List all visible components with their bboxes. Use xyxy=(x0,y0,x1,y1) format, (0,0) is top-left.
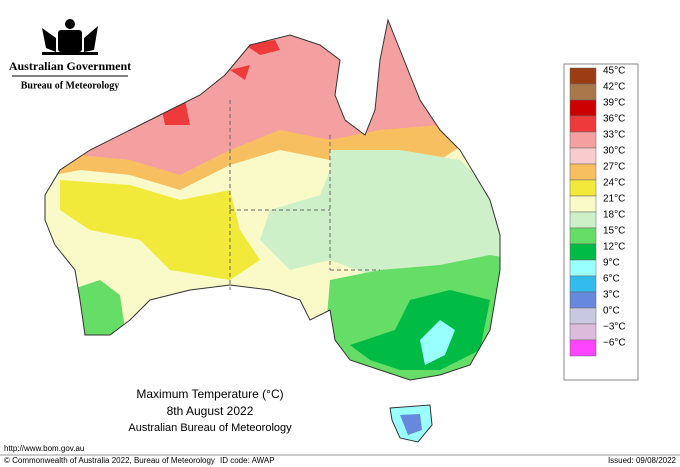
legend-swatch xyxy=(569,195,597,213)
footer-copyright: © Commonwealth of Australia 2022, Bureau… xyxy=(4,456,215,465)
legend-swatch xyxy=(569,275,597,293)
legend-label: 33°C xyxy=(603,130,625,141)
footer-id: ID code: AWAP xyxy=(220,456,275,465)
legend-swatch xyxy=(569,339,597,357)
legend-swatch xyxy=(569,179,597,197)
legend-label: −3°C xyxy=(603,322,626,333)
legend-swatch xyxy=(569,131,597,149)
legend-swatch xyxy=(569,211,597,229)
government-name: Australian Government xyxy=(9,59,131,73)
state-borders xyxy=(229,100,380,290)
legend-label: 3°C xyxy=(603,290,620,301)
legend-label: 30°C xyxy=(603,146,625,157)
legend-label: 39°C xyxy=(603,98,625,109)
legend-swatch xyxy=(569,115,597,133)
legend-label: 9°C xyxy=(603,258,620,269)
legend-swatch xyxy=(569,323,597,341)
coastline xyxy=(44,18,501,381)
legend-swatch xyxy=(569,227,597,245)
legend-label: 36°C xyxy=(603,114,625,125)
legend-swatch xyxy=(569,99,597,117)
legend-label: 24°C xyxy=(603,178,625,189)
footer-url: http://www.bom.gov.au xyxy=(4,444,84,453)
legend-swatch xyxy=(569,243,597,261)
legend-label: −6°C xyxy=(603,338,626,349)
legend-swatch xyxy=(569,307,597,325)
map-source: Australian Bureau of Meteorology xyxy=(128,422,292,434)
legend-label: 18°C xyxy=(603,210,625,221)
footer-issued: Issued: 09/08/2022 xyxy=(608,456,677,465)
map-title: Maximum Temperature (°C) xyxy=(136,387,283,401)
tasmania-cold xyxy=(400,414,422,435)
agency-name: Bureau of Meteorology xyxy=(21,80,120,91)
legend-swatch xyxy=(569,259,597,277)
legend-swatch xyxy=(569,67,597,85)
legend-swatch xyxy=(569,163,597,181)
legend-label: 15°C xyxy=(603,226,625,237)
legend-label: 27°C xyxy=(603,162,625,173)
legend-label: 12°C xyxy=(603,242,625,253)
legend-label: 42°C xyxy=(603,82,625,93)
legend-swatch xyxy=(569,291,597,309)
emblem xyxy=(42,19,98,55)
legend: 45°C 42°C 39°C 36°C 33°C 30°C 27°C 24°C 21°C 18°C… xyxy=(569,66,626,357)
legend-label: 21°C xyxy=(603,194,625,205)
legend-label: 45°C xyxy=(603,66,625,77)
legend-label: 0°C xyxy=(603,306,620,317)
map-date: 8th August 2022 xyxy=(167,404,254,418)
legend-swatch xyxy=(569,83,597,101)
legend-label: 6°C xyxy=(603,274,620,285)
legend-swatch xyxy=(569,147,597,165)
